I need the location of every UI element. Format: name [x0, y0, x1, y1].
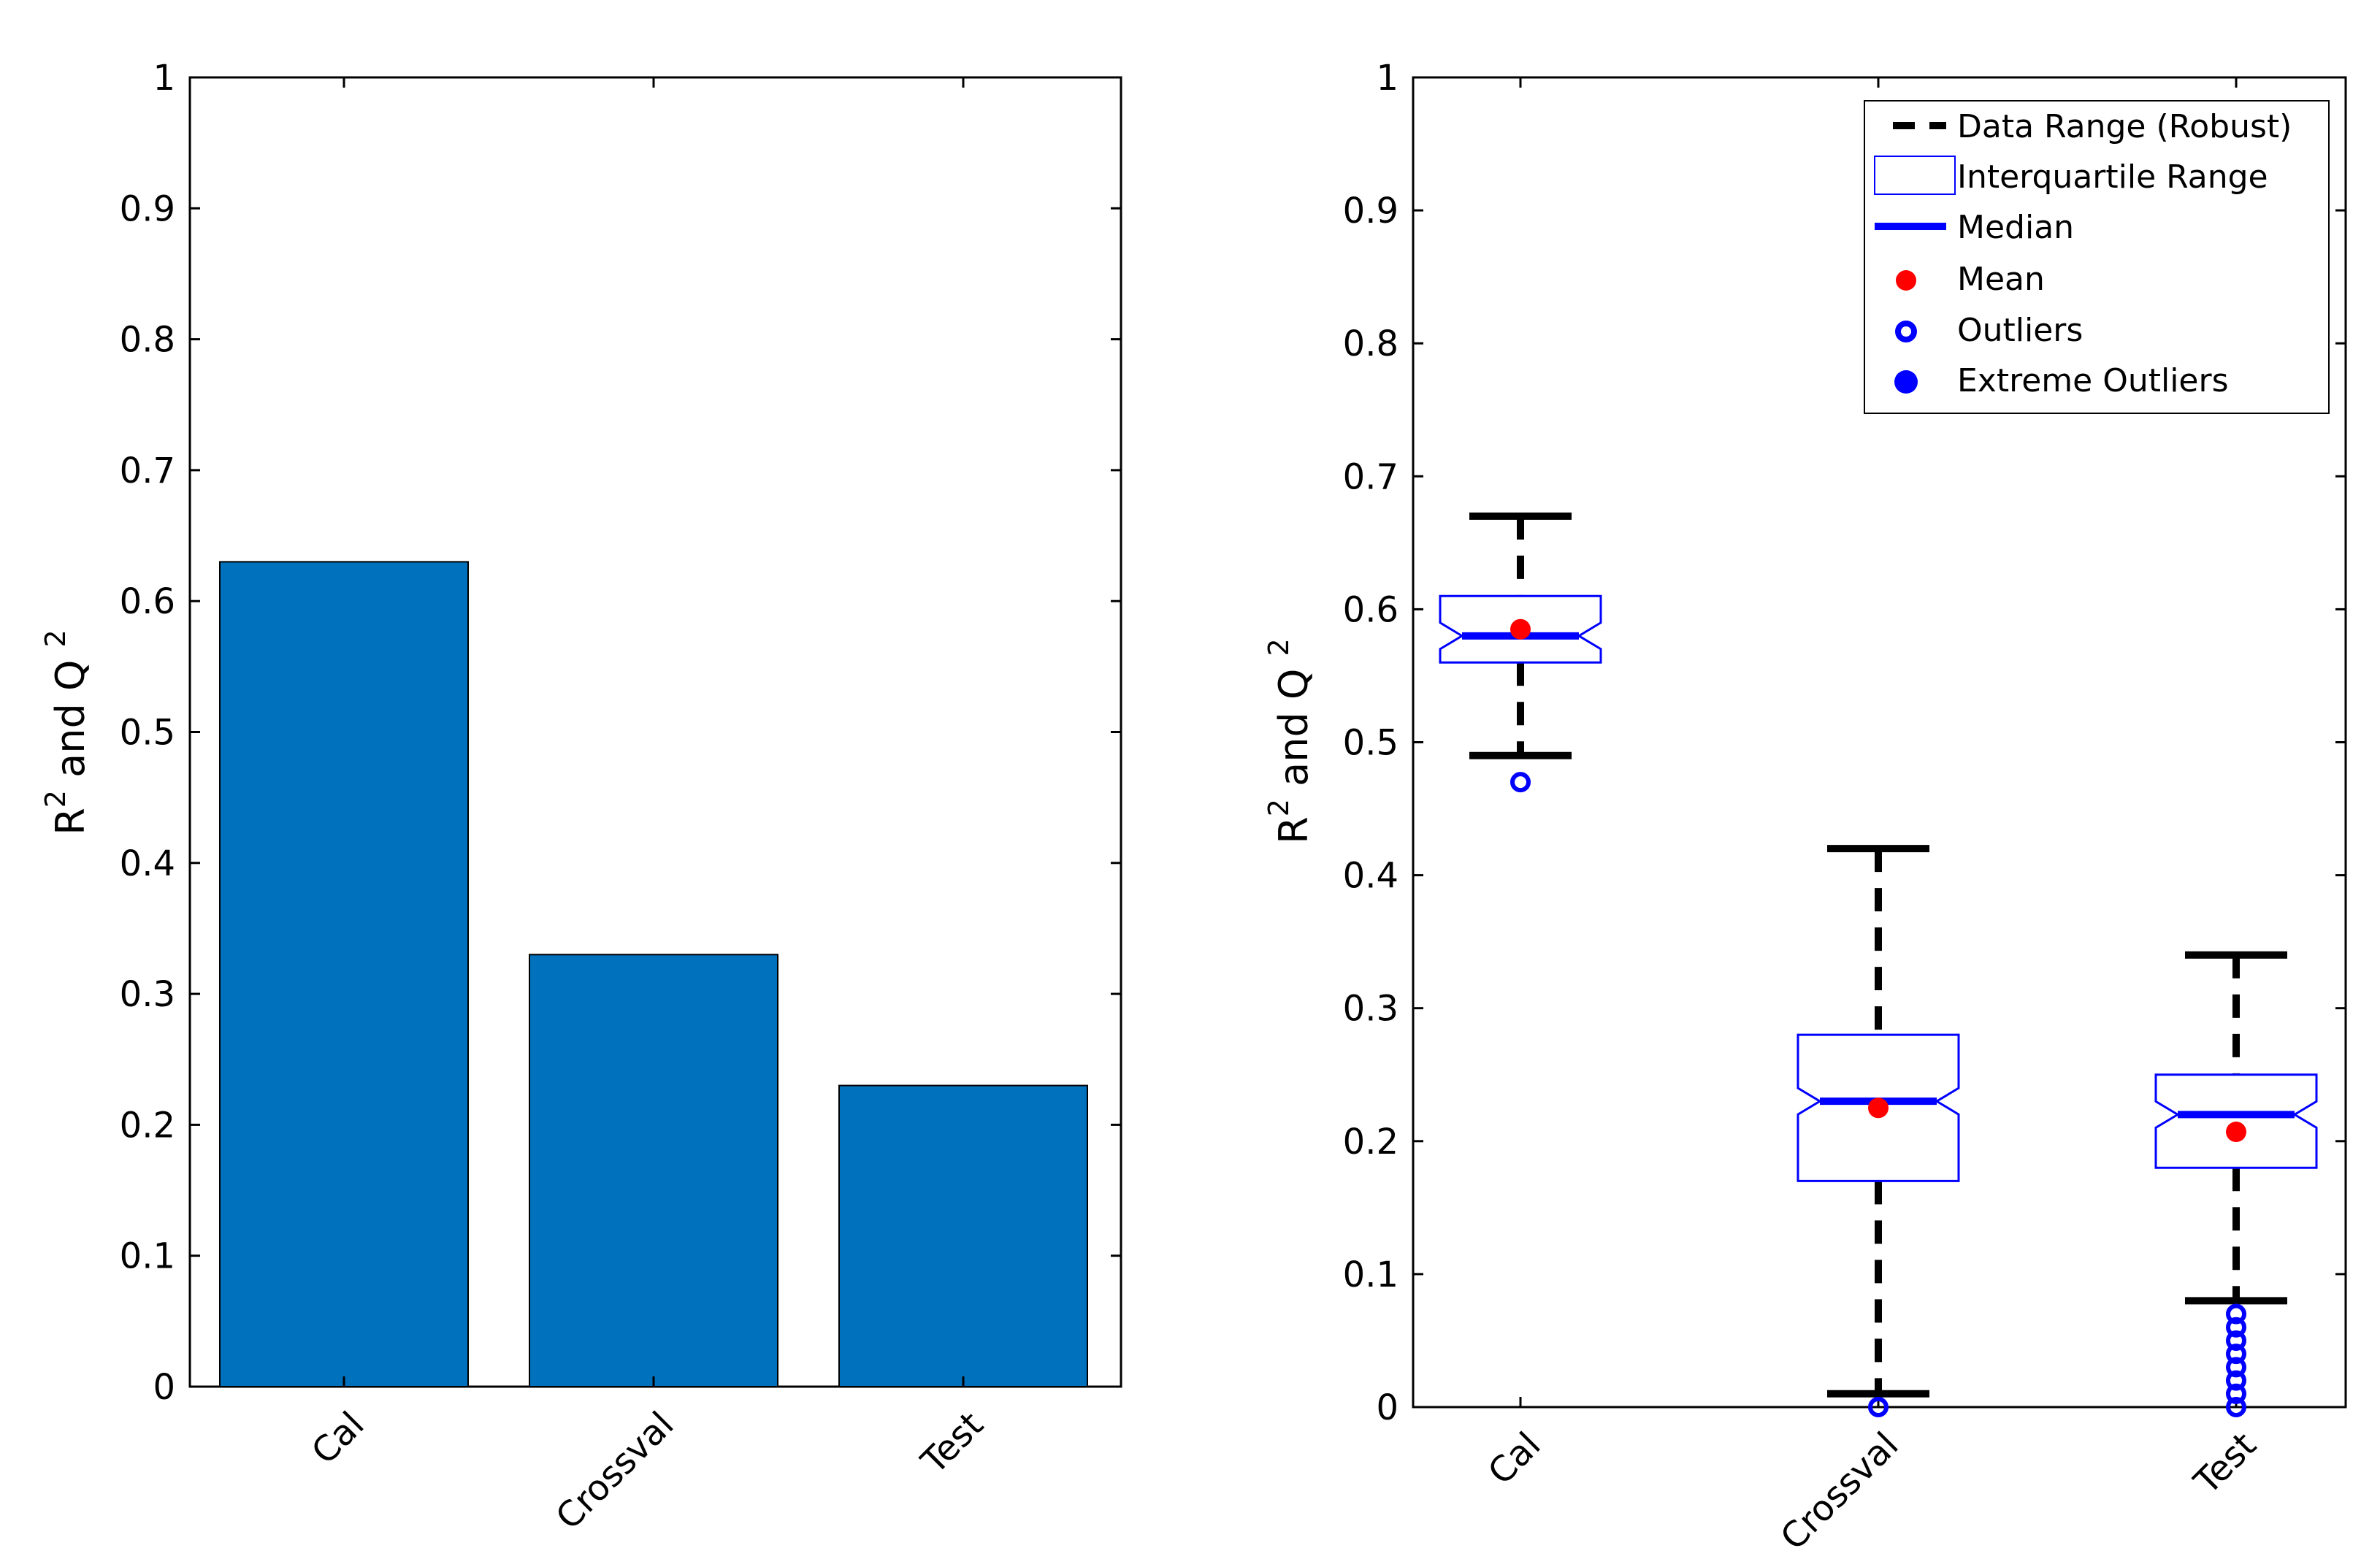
y-tick-label: 0.3: [1343, 989, 1398, 1030]
y-tick-label: 0.2: [120, 1105, 175, 1146]
legend-label-iqr: Interquartile Range: [1957, 158, 2268, 196]
box-plot-y-axis-label: R2 and Q 2: [1263, 638, 1317, 844]
box-test: [2154, 951, 2318, 1417]
y-tick-label: 0.3: [120, 974, 175, 1015]
y-tick-label: 0.1: [1343, 1254, 1398, 1295]
legend-mean-swatch: [1896, 270, 1916, 291]
box-plot-y-ticks: 0 0.1 0.2 0.3 0.4 0.5 0.6 0.7 0.8 0.9 1: [1343, 58, 2346, 1428]
y-tick-label: 1: [1376, 58, 1398, 99]
y-tick-label: 0.9: [1343, 191, 1398, 231]
y-tick-label: 0.8: [120, 320, 175, 361]
y-tick-label: 1: [153, 58, 175, 99]
bar-chart-panel: 00.10.20.30.40.50.60.70.80.91 Cal Crossva…: [39, 58, 1122, 1538]
mean-marker: [1510, 618, 1531, 640]
box-series: [1439, 512, 2318, 1417]
y-tick-label: 0.6: [120, 581, 175, 622]
bar-series: [219, 561, 1088, 1388]
legend-outlier-swatch: [1895, 321, 1917, 342]
y-tick-label: 0.5: [120, 713, 175, 754]
legend-extreme-outlier-swatch: [1894, 370, 1918, 394]
box-plot-panel: 00.10.20.30.40.50.60.70.80.91 Cal Crossva…: [1263, 58, 2347, 1558]
bar-cal: [219, 561, 469, 1387]
legend-label-extreme-outliers: Extreme Outliers: [1957, 362, 2229, 399]
bar-test: [838, 1084, 1088, 1387]
mean-marker: [1868, 1097, 1889, 1119]
y-tick-label: 0.7: [120, 451, 175, 491]
y-tick-label: 0.4: [120, 843, 175, 884]
bar-chart-y-ticks: 0 0.1 0.2 0.3 0.4 0.5 0.6 0.7 0.8 0.9 1: [120, 58, 1121, 1408]
box-plot-legend: Data Range (Robust) Interquartile Range …: [1864, 100, 2330, 414]
legend-iqr-swatch: [1874, 156, 1956, 195]
y-tick-label: 0.5: [1343, 723, 1398, 764]
outlier-marker: [2226, 1370, 2246, 1391]
box-cal: [1439, 512, 1602, 793]
outlier-marker: [1868, 1397, 1889, 1417]
y-tick-label: 0: [1376, 1387, 1398, 1428]
outlier-marker: [2226, 1397, 2246, 1417]
outlier-marker: [2226, 1330, 2246, 1351]
outlier-marker: [2226, 1317, 2246, 1338]
bar-chart-y-axis-label: R2 and Q 2: [39, 629, 93, 835]
y-tick-label: 0.4: [1343, 856, 1398, 897]
mean-marker: [2226, 1122, 2246, 1143]
bar-crossval: [529, 954, 778, 1388]
legend-label-median: Median: [1957, 209, 2074, 246]
outlier-marker: [1510, 772, 1531, 793]
y-tick-label: 0.1: [120, 1236, 175, 1277]
outlier-marker: [2226, 1303, 2246, 1325]
legend-box: [1864, 100, 2330, 414]
outlier-marker: [2226, 1383, 2246, 1404]
y-tick-label: 0.2: [1343, 1122, 1398, 1162]
outlier-marker: [2226, 1344, 2246, 1365]
y-tick-label: 0.8: [1343, 323, 1398, 364]
legend-label-outliers: Outliers: [1957, 312, 2083, 349]
y-tick-label: 0.9: [120, 188, 175, 229]
legend-label-data-range: Data Range (Robust): [1957, 108, 2292, 145]
y-tick-label: 0.7: [1343, 456, 1398, 497]
legend-label-mean: Mean: [1957, 261, 2045, 298]
box-crossval: [1797, 845, 1960, 1417]
outlier-marker: [2226, 1357, 2246, 1378]
interquartile-box: [2154, 1073, 2318, 1169]
y-tick-label: 0.6: [1343, 589, 1398, 630]
y-tick-label: 0: [153, 1367, 175, 1408]
